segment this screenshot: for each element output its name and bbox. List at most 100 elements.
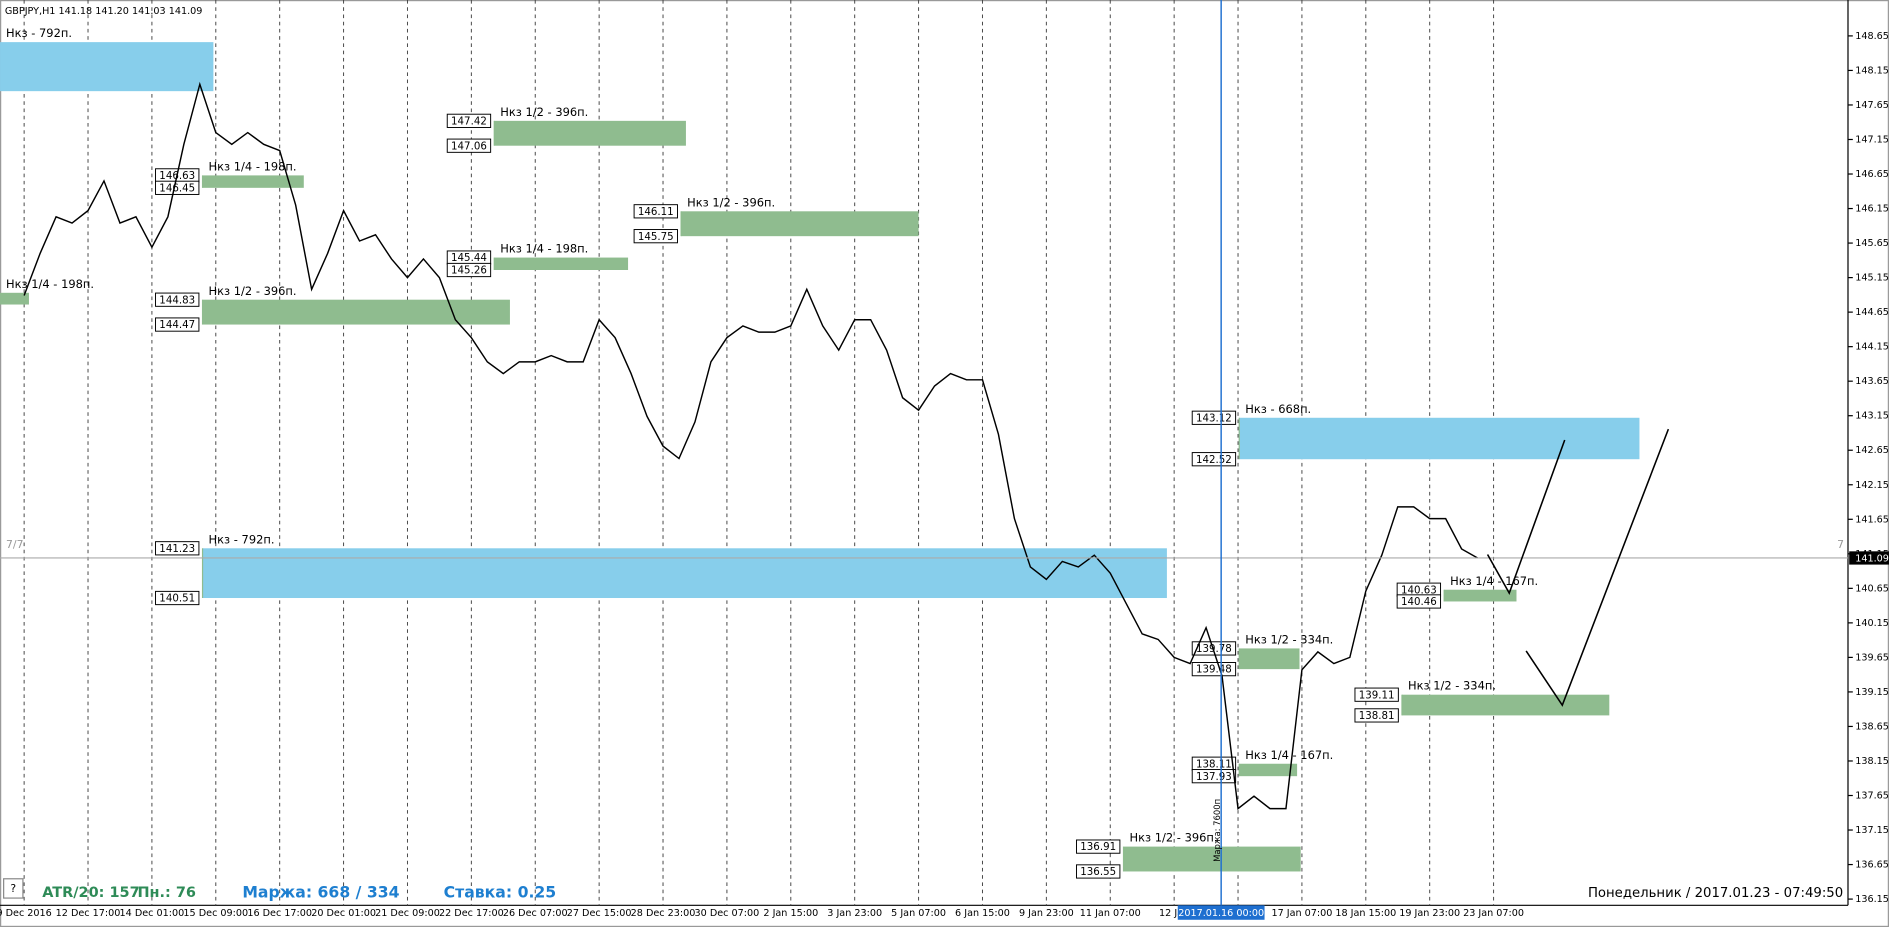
price-tag-box — [155, 317, 200, 332]
price-tag-box — [1191, 769, 1237, 784]
zone — [202, 299, 510, 325]
x-tick-label: 20 Dec 01:00 — [311, 908, 376, 919]
zone-label: Нкз 1/4 - 198п. — [209, 159, 297, 173]
zone — [0, 42, 214, 92]
y-tick-label: 136.65 — [1855, 860, 1889, 871]
price-tag: 136.91 — [1080, 841, 1116, 853]
x-tick-label: 17 Jan 07:00 — [1271, 908, 1332, 919]
zone-label: Нкз 1/2 - 334п. — [1245, 632, 1333, 646]
price-tag: 138.11 — [1196, 758, 1232, 770]
crosshair-label-box — [1177, 905, 1265, 920]
price-tag-box — [155, 180, 200, 195]
x-tick-label: 28 Dec 23:00 — [631, 908, 696, 919]
zone — [494, 257, 629, 271]
price-tag: 141.23 — [159, 543, 195, 555]
price-tag: 145.44 — [451, 252, 487, 264]
x-tick-label: 21 Dec 09:00 — [375, 908, 440, 919]
price-tag-box — [446, 262, 492, 278]
y-tick-label: 140.65 — [1855, 583, 1889, 594]
zone-label: Нкз 1/2 - 396п. — [687, 195, 775, 209]
price-tag: 136.55 — [1080, 866, 1116, 878]
price-tag: 146.11 — [638, 206, 674, 218]
zone-label: Нкз 1/4 - 167п. — [1450, 574, 1538, 588]
zone-label: Нкз 1/2 - 396п. — [500, 105, 588, 119]
datetime: Понедельник / 2017.01.23 - 07:49:50 — [1588, 886, 1843, 901]
price-tag-box — [446, 138, 492, 153]
x-tick-label: 6 Jan 15:00 — [955, 908, 1010, 919]
zone-label: Нкз - 668п. — [1245, 402, 1311, 416]
y-tick-label: 146.15 — [1855, 204, 1889, 215]
zone-label: Нкз - 792п. — [209, 532, 275, 546]
price-tag-box — [1191, 662, 1237, 677]
price-tag: 140.51 — [159, 593, 195, 605]
x-tick-label: 22 Dec 17:00 — [439, 908, 504, 919]
price-tag-box — [1191, 452, 1237, 467]
y-tick-label: 147.65 — [1855, 100, 1889, 111]
price-tag: 143.12 — [1196, 412, 1232, 424]
price-tag: 147.06 — [451, 140, 487, 152]
price-tag-box — [155, 292, 200, 307]
margin: Маржа: 668 / 334 — [242, 883, 399, 902]
window-label: 7 — [1837, 538, 1844, 551]
plot — [0, 81, 1848, 810]
price-tag: 146.45 — [159, 182, 195, 194]
x-tick-label: 19 Jan 23:00 — [1399, 908, 1460, 919]
x-tick-label: 15 Dec 09:00 — [183, 908, 248, 919]
rate: Ставка: 0.25 — [444, 883, 557, 902]
y-tick-label: 141.65 — [1855, 514, 1889, 525]
x-tick-label: 2 Jan 15:00 — [763, 908, 818, 919]
price-tag: 142.52 — [1196, 454, 1232, 466]
price-tag-box — [1076, 839, 1121, 854]
y-tick-label: 142.65 — [1855, 445, 1889, 456]
x-tick-label: 9 Jan 23:00 — [1019, 908, 1074, 919]
y-tick-label: 139.15 — [1855, 687, 1889, 698]
price-tag-box — [1076, 864, 1121, 879]
zone — [1239, 417, 1640, 460]
price-tag: 139.78 — [1196, 643, 1232, 655]
zones: Нкз - 792п.Нкз 1/4 - 198п.146.63146.45Нк… — [0, 26, 1640, 879]
x-tick-label: 18 Jan 15:00 — [1335, 908, 1396, 919]
crosshair-label: 2017.01.16 00:00 — [1178, 908, 1264, 919]
y-tick-label: 145.65 — [1855, 238, 1889, 249]
current-price-box — [1849, 551, 1889, 565]
x-tick-label: 23 Jan 07:00 — [1463, 908, 1524, 919]
zone — [1239, 763, 1298, 777]
zone-label: Нкз 1/4 - 198п. — [500, 242, 588, 256]
price-tag-box — [446, 113, 492, 128]
price-tag-box — [1396, 594, 1442, 609]
price-tag: 140.63 — [1401, 584, 1437, 596]
y-tick-label: 144.65 — [1855, 307, 1889, 318]
zone — [494, 120, 686, 146]
y-tick-label: 147.15 — [1855, 134, 1889, 145]
price-tag: 145.26 — [451, 265, 487, 277]
help-label[interactable]: ? — [10, 882, 16, 895]
zone — [202, 175, 304, 188]
y-tick-label: 140.15 — [1855, 618, 1889, 629]
y-tick-label: 144.15 — [1855, 342, 1889, 353]
atr: ATR/20: 157 — [42, 885, 139, 901]
x-tick-label: 16 Dec 17:00 — [247, 908, 312, 919]
zone — [1123, 846, 1301, 872]
price-tag: 147.42 — [451, 115, 487, 127]
zone-label: Нкз 1/2 - 334п. — [1408, 679, 1496, 693]
help-button[interactable] — [3, 878, 24, 899]
x-tick-label: 26 Dec 07:00 — [503, 908, 568, 919]
y-tick-label: 142.15 — [1855, 480, 1889, 491]
y-tick-label: 143.65 — [1855, 376, 1889, 387]
projection-line — [1525, 428, 1670, 707]
crosshair-note: Маржа: 7600п — [1212, 799, 1222, 862]
price-tag: 140.46 — [1401, 596, 1437, 608]
x-tick-label: 5 Jan 07:00 — [891, 908, 946, 919]
current-price-label: 141.09 — [1855, 554, 1889, 565]
price-tag: 144.83 — [159, 294, 195, 306]
zone-label: Нкз 1/4 - 198п. — [6, 277, 94, 291]
zone-label: Нкз - 792п. — [6, 26, 72, 40]
price-tag: 145.75 — [638, 231, 674, 243]
y-tick-label: 137.65 — [1855, 791, 1889, 802]
x-tick-label: 9 Dec 2016 — [0, 908, 52, 919]
x-tick-label: 11 Jan 07:00 — [1080, 908, 1141, 919]
zone-label: Нкз 1/4 - 167п. — [1245, 748, 1333, 762]
x-tick-label: 14 Dec 01:00 — [120, 908, 185, 919]
